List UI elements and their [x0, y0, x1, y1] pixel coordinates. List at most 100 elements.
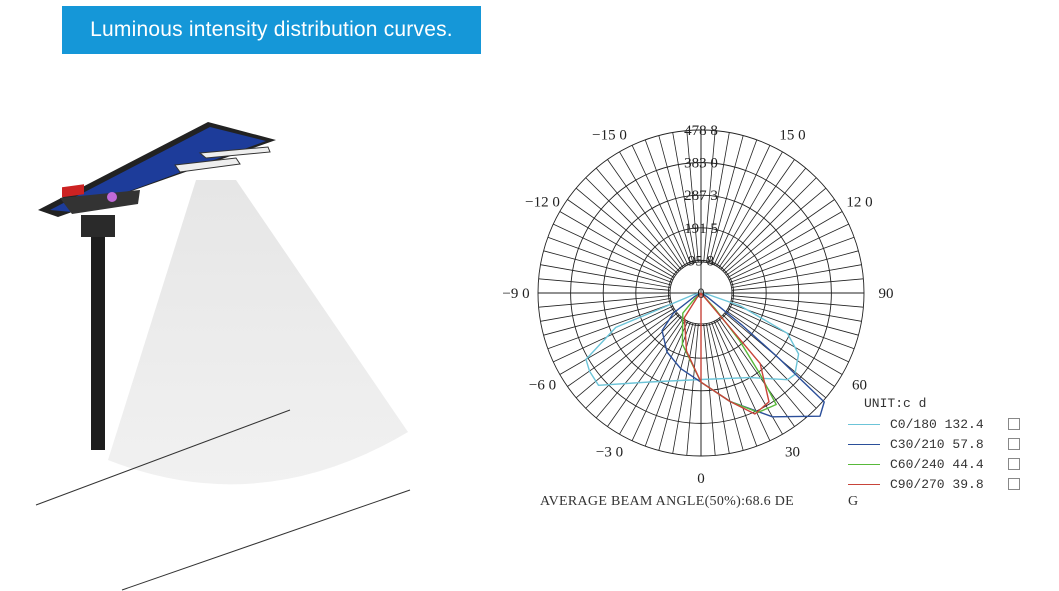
radial-gridline [728, 223, 849, 281]
legend-checkbox[interactable] [1008, 418, 1020, 430]
legend-checkbox[interactable] [1008, 458, 1020, 470]
angle-tick-label: 60 [852, 378, 867, 394]
axis-labels: 95 8 191 5 287 3 383 0 478 8 0 −15 0 15 0 −12 0 1… [502, 123, 893, 487]
series-curve-0 [585, 292, 800, 386]
pole [91, 235, 105, 450]
radial-gridline [658, 322, 694, 451]
radial-gridline [724, 187, 827, 274]
radial-gridline [672, 132, 697, 263]
legend-item: C90/270 39.8 [848, 474, 1020, 494]
radial-gridline [607, 159, 684, 268]
unit-label: UNIT:c d [864, 396, 927, 411]
radial-gridline [728, 305, 849, 363]
radial-gridline [729, 236, 855, 283]
radial-gridline [658, 135, 694, 264]
radial-gridline [553, 305, 674, 363]
angle-tick-label: 30 [785, 445, 800, 461]
radial-tick-label: 478 8 [684, 123, 718, 139]
radial-gridline [720, 167, 807, 270]
radial-gridline [722, 314, 817, 409]
legend-checkbox[interactable] [1008, 438, 1020, 450]
radial-gridline [730, 300, 859, 336]
angle-tick-label: 90 [879, 286, 894, 302]
legend-label: C90/270 39.8 [890, 476, 984, 492]
led-module [198, 146, 271, 159]
solar-panel [50, 127, 266, 212]
radial-gridline [711, 139, 758, 265]
series-curve-3 [683, 292, 770, 415]
radial-gridline [703, 130, 716, 263]
radial-tick-label: 383 0 [684, 156, 718, 172]
radial-gridline [585, 314, 680, 409]
radial-gridline [731, 297, 862, 322]
radial-gridline [540, 297, 671, 322]
radial-gridline [575, 187, 678, 274]
angle-tick-label: −12 0 [525, 195, 560, 211]
radial-gridline [686, 323, 699, 456]
red-indicator [62, 184, 84, 198]
radial-gridline [686, 130, 699, 263]
radial-gridline [730, 250, 859, 286]
radial-gridline [607, 318, 684, 427]
radial-gridline [538, 295, 671, 308]
angle-tick-label: 0 [697, 471, 705, 487]
radial-gridline [713, 145, 771, 266]
radial-gridline [619, 151, 686, 267]
light-cone [108, 180, 408, 485]
led-module [174, 157, 241, 173]
title-banner: Luminous intensity distribution curves. [62, 6, 481, 54]
radial-tick-label: 191 5 [684, 221, 718, 237]
battery-box [60, 190, 140, 214]
radial-gridline [708, 322, 744, 451]
radial-gridline [731, 295, 864, 308]
legend-checkbox[interactable] [1008, 478, 1020, 490]
radial-gridline [729, 303, 855, 350]
radial-gridline [538, 278, 671, 291]
radial-gridline [575, 312, 678, 399]
radial-gridline [595, 167, 682, 270]
solar-street-light-illustration [35, 122, 411, 591]
pir-sensor [107, 192, 117, 202]
radial-gridline [722, 177, 817, 272]
average-beam-angle-tail: G [848, 494, 859, 509]
radial-gridline [585, 177, 680, 272]
center-label: 0 [697, 286, 705, 302]
radial-gridline [672, 323, 697, 454]
legend-label: C30/210 57.8 [890, 436, 984, 452]
radial-gridline [567, 199, 676, 276]
radial-gridline [731, 278, 864, 291]
radial-gridline [716, 151, 783, 267]
radial-gridline [731, 264, 862, 289]
radial-gridline [559, 211, 675, 278]
radial-gridline [726, 310, 835, 387]
radial-gridline [644, 139, 691, 265]
radial-gridline [705, 323, 730, 454]
radial-gridline [567, 310, 676, 387]
radial-gridline [726, 199, 835, 276]
angle-tick-label: 15 0 [779, 128, 805, 144]
radial-gridline [713, 320, 771, 441]
series-curve-2 [681, 292, 777, 414]
radial-gridline [718, 159, 795, 268]
polar-grid [537, 129, 865, 457]
legend-swatch [848, 463, 880, 465]
radial-gridline [708, 135, 744, 264]
angle-tick-label: −15 0 [592, 128, 627, 144]
radial-gridline [547, 303, 673, 350]
ground-line [35, 409, 291, 506]
radial-gridline [727, 308, 843, 375]
angle-tick-label: −9 0 [502, 286, 529, 302]
radial-gridline [543, 300, 672, 336]
legend-swatch [848, 423, 880, 425]
ground-line [121, 489, 411, 591]
radial-gridline [540, 264, 671, 289]
radial-gridline [547, 236, 673, 283]
angle-tick-label: −3 0 [596, 445, 623, 461]
radial-gridline [559, 308, 675, 375]
radial-gridline [727, 211, 843, 278]
radial-gridline [703, 323, 716, 456]
series-curve-1 [661, 292, 825, 418]
angle-tick-label: −6 0 [529, 378, 556, 394]
legend-item: C30/210 57.8 [848, 434, 1020, 454]
